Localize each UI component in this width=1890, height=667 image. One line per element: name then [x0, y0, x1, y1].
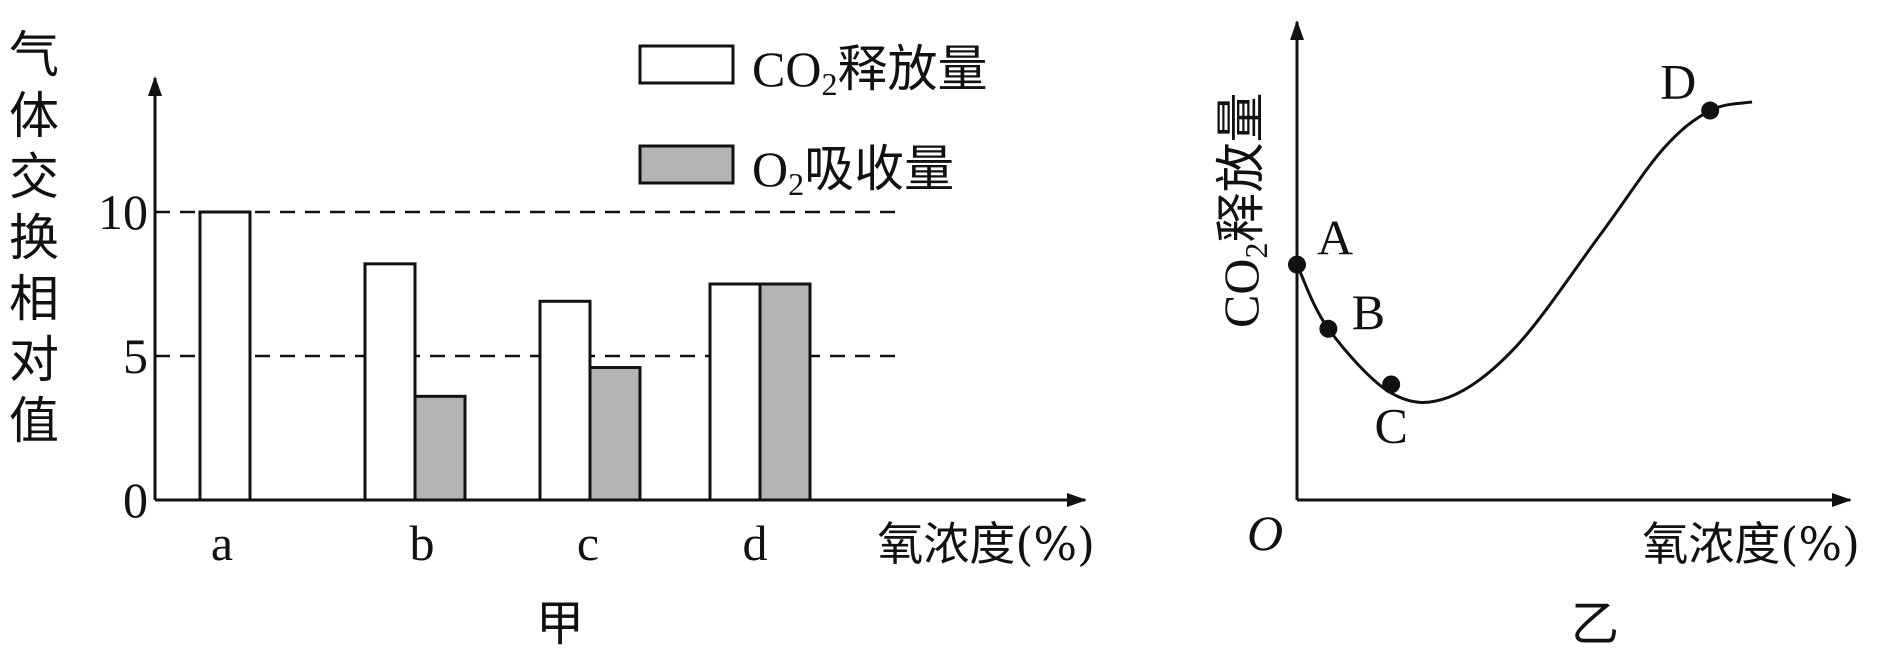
category-labels: a b c d	[211, 515, 768, 571]
bar-c-co2	[538, 299, 592, 502]
line-chart-title: 乙	[1571, 596, 1619, 652]
y-tick-label-2: 10	[98, 184, 148, 240]
point-label-D: D	[1660, 54, 1696, 110]
category-label-a: a	[211, 515, 233, 571]
category-label-c: c	[577, 515, 599, 571]
point-A	[1288, 255, 1306, 274]
category-label-b: b	[410, 515, 435, 571]
legend-swatch-o2	[638, 144, 735, 185]
point-C	[1382, 375, 1401, 394]
curve-points: AB C D	[1288, 54, 1720, 453]
line-chart-xlabel: 氧浓度(%)	[1642, 517, 1860, 571]
bar-chart-xlabel-text: 氧浓度(%)	[877, 517, 1095, 571]
bar-chart-title: 甲	[536, 596, 584, 652]
category-label-d: d	[743, 515, 768, 571]
bar-d-o2	[758, 282, 812, 502]
bar-c-o2	[588, 366, 642, 502]
y-tick-labels: 0 5 10	[98, 184, 148, 528]
point-label-A: A	[1317, 210, 1353, 266]
point-label-B: B	[1352, 284, 1385, 340]
bar-d-co2	[708, 282, 762, 502]
point-D	[1701, 101, 1720, 120]
legend-swatch-co2	[638, 44, 735, 85]
point-B	[1319, 319, 1338, 338]
point-label-C: C	[1374, 397, 1407, 453]
y-tick-label-0: 0	[123, 472, 148, 528]
line-chart: CO2释放量 O AB C D 氧浓度(%) 乙	[1212, 20, 1860, 652]
bar-chart-ylabel: 气体交换相对值	[9, 26, 59, 450]
bar-b-co2	[363, 262, 417, 502]
bars	[198, 210, 812, 502]
origin-label: O	[1247, 505, 1283, 561]
line-chart-ylabel: CO2释放量	[1212, 93, 1274, 328]
bar-chart: 气体交换相对值 0 5 10 a b c d 氧浓度(%) CO2释放量 O2吸收量 甲	[9, 26, 1095, 652]
legend-label-o2: O2吸收量	[752, 140, 954, 202]
legend-label-co2: CO2释放量	[752, 40, 987, 102]
bar-b-o2	[413, 394, 467, 502]
co2-release-curve	[1295, 100, 1753, 404]
legend: CO2释放量 O2吸收量	[638, 40, 987, 202]
y-tick-label-1: 5	[123, 328, 148, 384]
bar-chart-xlabel: 氧浓度(%)	[877, 517, 1095, 571]
bar-a-co2	[198, 210, 252, 502]
